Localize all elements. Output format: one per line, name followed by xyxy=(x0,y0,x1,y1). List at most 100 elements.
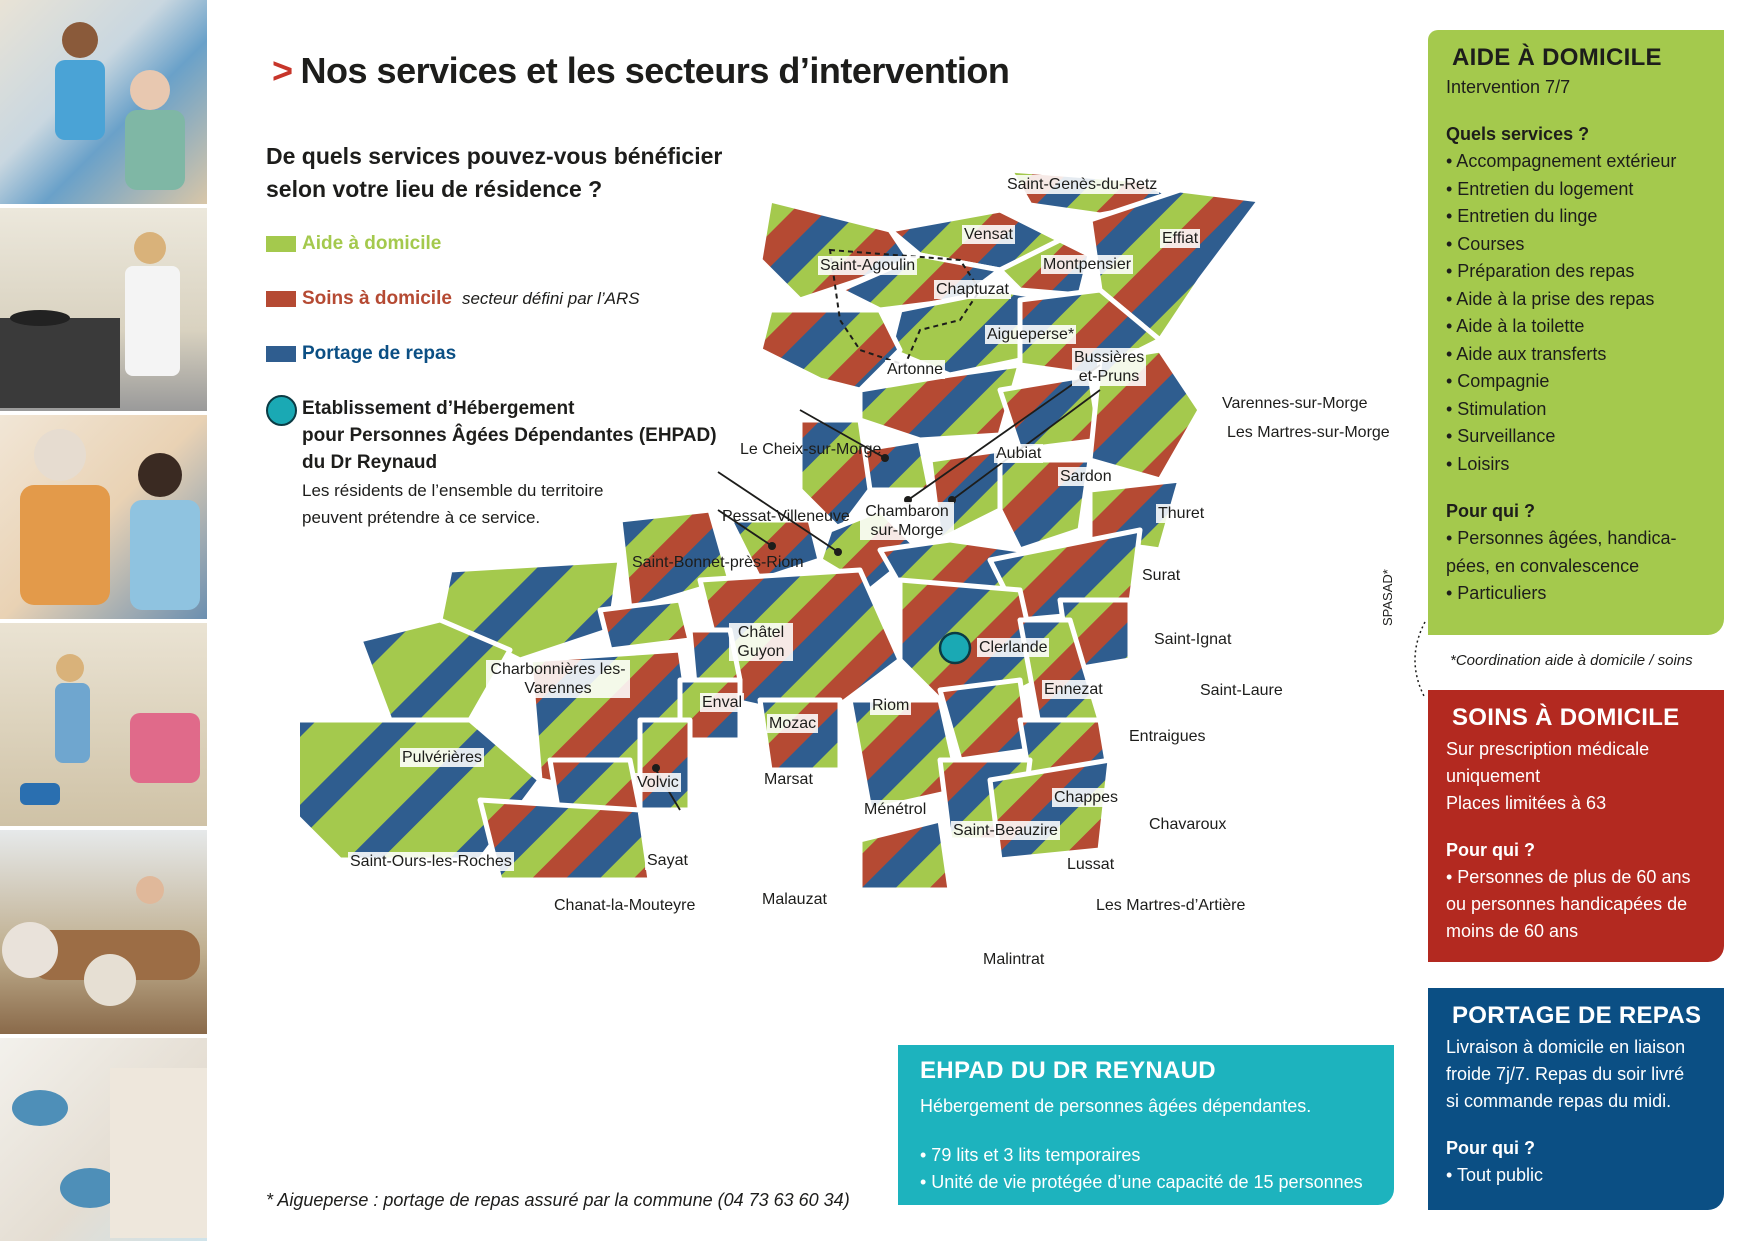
panel-ehpad-list: • 79 lits et 3 lits temporaires • Unité … xyxy=(920,1142,1372,1196)
commune-malintrat xyxy=(857,817,953,893)
map-label: Saint-Ignat xyxy=(1152,630,1234,649)
list-item: • Unité de vie protégée d’une capacité d… xyxy=(920,1172,1363,1192)
map-label: Châtel Guyon xyxy=(729,623,793,661)
legend-ehpad-desc: Les résidents de l’ensemble du territoir… xyxy=(302,477,722,531)
panel-aide-title: AIDE À DOMICILE xyxy=(1452,44,1662,71)
panel-soins-line: Sur prescription médicale xyxy=(1446,739,1650,759)
map-label: Chappes xyxy=(1052,788,1121,807)
legend-portage: Portage de repas xyxy=(266,343,456,365)
list-item: pées, en convalescence xyxy=(1446,555,1640,576)
map-label: Lussat xyxy=(1065,855,1117,874)
commune-artonne xyxy=(757,307,903,393)
map-label: Riom xyxy=(870,696,912,715)
photo-illustration xyxy=(20,653,200,805)
photo-blood-pressure xyxy=(0,415,207,619)
legend-ehpad-line3: du Dr Reynaud xyxy=(302,452,438,473)
photo-strip xyxy=(0,0,207,1241)
list-item: • Aide aux transferts xyxy=(1446,343,1607,364)
panel-aide-sub: Intervention 7/7 xyxy=(1446,77,1571,97)
map-label: Thuret xyxy=(1156,504,1207,523)
commune-chappes xyxy=(937,677,1033,763)
spasad-bracket-icon xyxy=(1414,621,1426,699)
photo-illustration xyxy=(20,429,200,610)
green-swatch-icon xyxy=(266,236,296,252)
list-item: • Surveillance xyxy=(1446,426,1556,446)
map-label: Clerlande xyxy=(977,638,1050,657)
legend-ehpad-desc2: peuvent prétendre à ce service. xyxy=(302,508,541,527)
map-label: Entraigues xyxy=(1127,727,1208,746)
panel-portage-line: si commande repas du midi. xyxy=(1446,1091,1672,1111)
legend-soins: Soins à domicile secteur défini par l’AR… xyxy=(266,288,640,310)
panel-portage-who-title: Pour qui ? xyxy=(1446,1138,1535,1158)
legend-soins-label: Soins à domicile xyxy=(302,288,452,309)
map-ehpad-marker-icon xyxy=(938,631,972,665)
list-item: • Stimulation xyxy=(1446,398,1547,419)
photo-caregiver-hair xyxy=(0,0,207,204)
map-label: Chavaroux xyxy=(1147,815,1229,834)
title-chevron-icon: > xyxy=(272,50,293,91)
map-label: Chaptuzat xyxy=(934,280,1011,299)
photo-illustration xyxy=(55,22,185,190)
map-label: Malintrat xyxy=(981,950,1047,969)
commune-charbonnieres xyxy=(437,557,623,663)
commune-enval xyxy=(597,597,693,653)
commune-chambaron xyxy=(797,417,873,533)
panel-portage-line: Livraison à domicile en liaison xyxy=(1446,1037,1686,1057)
panel-ehpad-desc: Hébergement de personnes âgées dépendant… xyxy=(920,1096,1312,1116)
ehpad-marker-icon xyxy=(266,395,297,426)
list-item: • Courses xyxy=(1446,233,1525,254)
photo-kitchen xyxy=(0,207,207,411)
map-label: Saint-Bonnet-près-Riom xyxy=(632,554,804,571)
commune-malauzat xyxy=(637,717,693,813)
map-label: Saint-Beauzire xyxy=(951,821,1060,840)
panel-aide-who-list: • Personnes âgées, handica- pées, en con… xyxy=(1446,525,1706,608)
panel-soins-line: Places limitées à 63 xyxy=(1446,793,1607,813)
photo-vacuum xyxy=(0,622,207,826)
map-label: Saint-Laure xyxy=(1198,681,1285,700)
panel-soins-who-title: Pour qui ? xyxy=(1446,840,1535,860)
panel-soins-line: uniquement xyxy=(1446,766,1541,786)
map-label: Surat xyxy=(1140,566,1183,585)
legend-ehpad-line2: pour Personnes Âgées Dépendantes (EHPAD) xyxy=(302,425,717,446)
panel-portage-line: froide 7j/7. Repas du soir livré xyxy=(1446,1064,1685,1084)
panel-portage-repas: PORTAGE DE REPAS Livraison à domicile en… xyxy=(1428,988,1724,1210)
map-label: Ennezat xyxy=(1042,680,1105,699)
panel-aide-domicile: AIDE À DOMICILE Intervention 7/7 Quels s… xyxy=(1428,30,1724,635)
list-item: • 79 lits et 3 lits temporaires xyxy=(920,1145,1141,1165)
legend-ehpad-title: Etablissement d’Hébergement pour Personn… xyxy=(302,395,722,476)
commune-martres-artiere xyxy=(987,757,1113,863)
map-label: Mozac xyxy=(767,714,819,733)
map-label: Chanat-la-Mouteyre xyxy=(552,896,698,915)
map-label: Chambaron sur-Morge xyxy=(860,502,954,540)
territory-map: Saint-Genès-du-Retz Vensat Effiat Saint-… xyxy=(300,160,1400,1020)
legend-aide: Aide à domicile xyxy=(266,233,441,255)
map-label: Sardon xyxy=(1058,467,1114,486)
map-label: Charbonnières les-Varennes xyxy=(486,660,630,698)
list-item: • Particuliers xyxy=(1446,583,1547,603)
list-item: • Loisirs xyxy=(1446,453,1510,474)
photo-illustration xyxy=(12,1067,207,1238)
legend-portage-label: Portage de repas xyxy=(302,343,457,364)
map-label: Aubiat xyxy=(994,444,1044,463)
page-title: > Nos services et les secteurs d’interven… xyxy=(272,50,1010,92)
panel-portage-who: • Tout public xyxy=(1446,1165,1544,1185)
spasad-label: SPASAD* xyxy=(1380,569,1395,626)
map-label: Malauzat xyxy=(762,891,827,908)
panel-soins-who: • Personnes de plus de 60 ans xyxy=(1446,867,1691,887)
map-label: Vensat xyxy=(962,225,1015,244)
photo-illustration xyxy=(0,231,180,408)
map-label: Enval xyxy=(700,693,745,712)
title-text: Nos services et les secteurs d’intervent… xyxy=(300,50,1010,91)
panel-ehpad-title: EHPAD DU DR REYNAUD xyxy=(920,1057,1216,1084)
panel-ehpad: EHPAD DU DR REYNAUD Hébergement de perso… xyxy=(898,1045,1394,1205)
list-item: • Aide à la toilette xyxy=(1446,316,1585,336)
map-label: Pulvérières xyxy=(400,748,485,767)
map-label: Les Martres-d’Artière xyxy=(1094,896,1248,915)
list-item: • Personnes âgées, handica- xyxy=(1446,528,1677,548)
list-item: • Entretien du linge xyxy=(1446,206,1598,226)
legend-ehpad-line1: Etablissement d’Hébergement xyxy=(302,398,575,419)
map-label: Montpensier xyxy=(1041,255,1134,274)
panel-aide-services-list: • Accompagnement extérieur • Entretien d… xyxy=(1446,148,1706,478)
footnote: * Aigueperse : portage de repas assuré p… xyxy=(266,1190,850,1210)
photo-group-table xyxy=(0,830,207,1034)
